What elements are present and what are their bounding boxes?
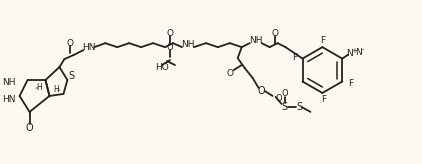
Text: O: O xyxy=(26,123,33,133)
Text: S: S xyxy=(68,71,74,81)
Text: O: O xyxy=(271,29,278,38)
Text: O: O xyxy=(281,89,288,98)
Text: S: S xyxy=(296,102,303,112)
Text: F: F xyxy=(348,79,353,88)
Text: F: F xyxy=(321,95,326,104)
Text: S: S xyxy=(281,102,288,112)
Text: O: O xyxy=(258,86,265,96)
Text: HO: HO xyxy=(155,62,169,72)
Text: +: + xyxy=(351,48,357,54)
Text: F: F xyxy=(292,53,297,62)
Text: ,,: ,, xyxy=(57,85,61,91)
Text: ,,: ,, xyxy=(34,83,38,89)
Text: N: N xyxy=(346,49,353,58)
Text: O: O xyxy=(167,29,173,38)
Text: O: O xyxy=(275,94,282,103)
Text: O: O xyxy=(67,39,74,48)
Text: N: N xyxy=(355,48,362,57)
Text: NH: NH xyxy=(181,40,195,49)
Text: NH: NH xyxy=(249,36,262,45)
Text: H: H xyxy=(54,85,59,94)
Text: F: F xyxy=(320,36,325,45)
Text: -: - xyxy=(362,47,365,53)
Text: O: O xyxy=(226,69,233,78)
Text: HN: HN xyxy=(83,43,96,52)
Text: HN: HN xyxy=(2,95,16,104)
Text: H: H xyxy=(36,83,41,92)
Text: O: O xyxy=(167,43,173,52)
Text: NH: NH xyxy=(2,79,16,88)
